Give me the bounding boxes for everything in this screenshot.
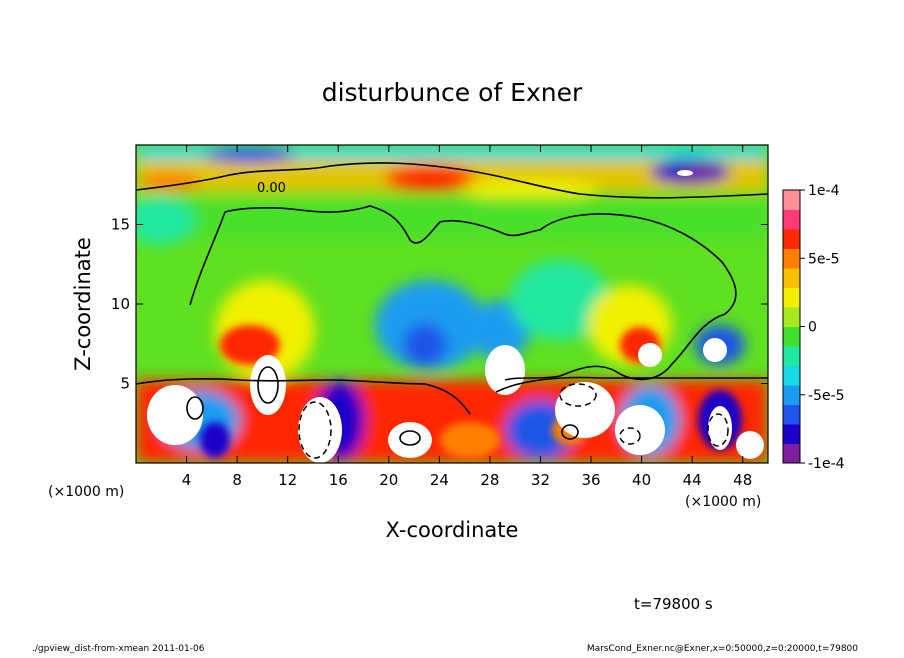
colorbar-segment — [783, 209, 800, 230]
colorbar-segment — [783, 424, 800, 444]
x-tick-label: 28 — [480, 471, 499, 489]
y-tick-label: 15 — [111, 216, 130, 234]
x-axis-title: X-coordinate — [386, 518, 519, 542]
x-tick-label: 16 — [329, 471, 348, 489]
x-tick-label: 32 — [531, 471, 550, 489]
x-unit-label-left: (×1000 m) — [48, 484, 124, 500]
x-axis-ticks: 4 8 12 16 20 24 28 32 36 40 44 48 — [182, 145, 752, 489]
x-tick-label: 44 — [683, 471, 702, 489]
colorbar-tick-label: 0 — [808, 320, 817, 336]
x-tick-label: 4 — [182, 471, 192, 489]
x-tick-label: 20 — [379, 471, 398, 489]
colorbar-segment — [783, 346, 800, 366]
colorbar-tick-label: 5e-5 — [808, 251, 839, 267]
x-tick-label: 48 — [733, 471, 752, 489]
colorbar-segment — [783, 287, 800, 308]
colorbar-segment — [783, 326, 800, 347]
colorbar-segment — [783, 404, 800, 425]
colorbar-tick-label: -1e-4 — [808, 456, 845, 472]
x-tick-label: 12 — [278, 471, 297, 489]
colorbar-segment — [783, 307, 800, 327]
footer-right: MarsCond_Exner.nc@Exner,x=0:50000,z=0:20… — [587, 644, 858, 654]
colorbar-segment — [783, 248, 800, 269]
y-axis-ticks: 5 10 15 — [111, 216, 768, 393]
time-label: t=79800 s — [634, 595, 713, 613]
x-tick-label: 40 — [632, 471, 651, 489]
colorbar-ticks: 1e-4 5e-5 0 -5e-5 -1e-4 — [800, 183, 845, 472]
heatmap-field — [136, 145, 768, 463]
y-tick-label: 5 — [120, 375, 130, 393]
colorbar-tick-label: -5e-5 — [808, 388, 845, 404]
colorbar-segment — [783, 268, 800, 288]
y-tick-label: 10 — [111, 295, 130, 313]
colorbar-segment — [783, 443, 800, 464]
chart-title: disturbunce of Exner — [322, 78, 583, 107]
footer-left: ./gpview_dist-from-xmean 2011-01-06 — [32, 644, 205, 654]
colorbar-segment — [783, 385, 800, 405]
x-unit-label-right: (×1000 m) — [685, 494, 761, 510]
x-tick-label: 8 — [232, 471, 242, 489]
colorbar-segment — [783, 229, 800, 249]
colorbar-segment — [783, 190, 800, 210]
colorbar-tick-label: 1e-4 — [808, 183, 840, 199]
colorbar — [782, 189, 801, 464]
y-axis-title: Z-coordinate — [71, 237, 95, 371]
x-tick-label: 36 — [581, 471, 600, 489]
contour-label: 0.00 — [257, 181, 286, 196]
colorbar-segment — [783, 365, 800, 386]
x-tick-label: 24 — [430, 471, 449, 489]
